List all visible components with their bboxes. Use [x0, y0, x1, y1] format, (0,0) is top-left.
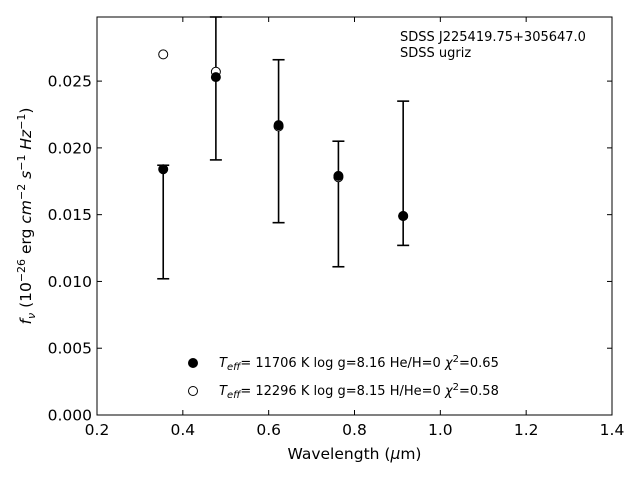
x-tick-label-0: 0.2	[85, 421, 110, 439]
error-bar-0	[157, 164, 170, 280]
model-point-filled-1	[210, 72, 221, 83]
error-bar-4	[397, 100, 410, 247]
legend-entry-h-he: Teff= 12296 K log g=8.15 H/He=0 χ2=0.58	[188, 382, 499, 401]
model-point-filled-4	[398, 211, 409, 221]
y-tick-label-0: 0.000	[48, 407, 92, 425]
x-tick-label-4: 1.0	[428, 421, 453, 439]
y-tick-label-5: 0.025	[48, 73, 92, 91]
x-tick-label-6: 1.4	[600, 421, 625, 439]
model-point-filled-0	[158, 164, 169, 175]
legend-entry-he-h: Teff= 11706 K log g=8.16 He/H=0 χ2=0.65	[188, 354, 499, 373]
object-name-annotation: SDSS J225419.75+305647.0	[400, 30, 586, 45]
model-point-filled-3	[333, 170, 344, 181]
axis-ticks: 0.2 0.4 0.6 0.8 1.0 1.2 1.4 0.000 0.005 0.010 0.01…	[48, 17, 625, 439]
model-point-filled-2	[273, 120, 284, 131]
plot-marks	[157, 16, 410, 280]
x-tick-label-2: 0.6	[256, 421, 281, 439]
x-tick-label-5: 1.2	[514, 421, 539, 439]
error-bar-2	[272, 58, 285, 224]
filter-set-annotation: SDSS ugriz	[400, 46, 471, 61]
error-bar-3	[332, 140, 345, 268]
legend: Teff= 11706 K log g=8.16 He/H=0 χ2=0.65 …	[188, 354, 499, 401]
legend-marker-filled	[188, 358, 198, 368]
x-tick-label-3: 0.8	[342, 421, 367, 439]
x-tick-label-1: 0.4	[171, 421, 196, 439]
y-axis-label: fν (10−26 erg cm−2 s−1 Hz−1)	[15, 108, 38, 325]
legend-marker-open	[188, 386, 198, 396]
error-bar-1	[209, 16, 222, 161]
svg-text:fν (10−26 erg cm−2 s−1 Hz−1): fν (10−26 erg cm−2 s−1 Hz−1)	[15, 108, 38, 325]
y-tick-label-1: 0.005	[48, 340, 92, 358]
legend-label-h-he: Teff= 12296 K log g=8.15 H/He=0 χ2=0.58	[219, 382, 499, 401]
y-tick-label-2: 0.010	[48, 273, 92, 291]
y-tick-label-3: 0.015	[48, 206, 92, 224]
model-point-open-0	[158, 49, 169, 60]
legend-label-he-h: Teff= 11706 K log g=8.16 He/H=0 χ2=0.65	[219, 354, 499, 373]
x-axis-label: Wavelength (μm)	[288, 445, 422, 463]
y-tick-label-4: 0.020	[48, 139, 92, 157]
